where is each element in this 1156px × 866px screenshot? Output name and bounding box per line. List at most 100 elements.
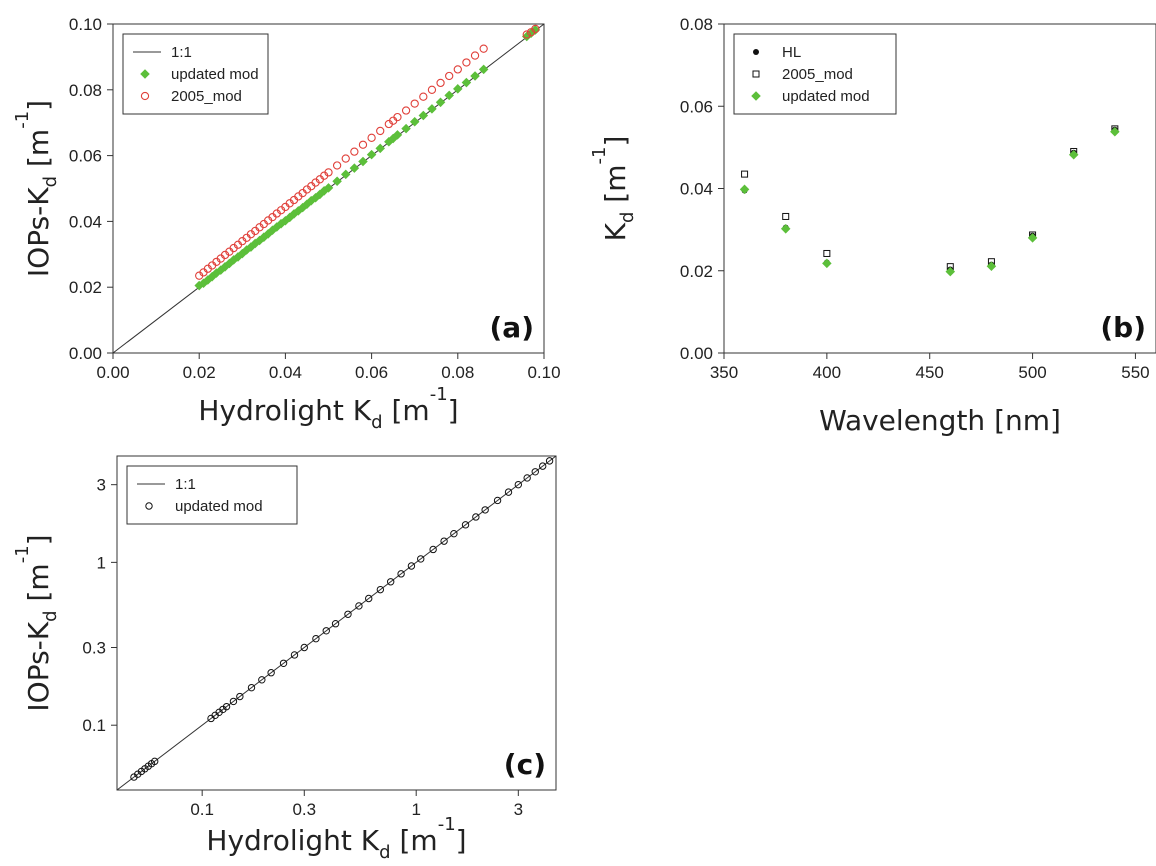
data-point [822, 258, 832, 269]
legend-swatch [753, 49, 759, 55]
legend-swatch [751, 91, 761, 101]
panel-label: (a) [490, 311, 535, 344]
y-tick-label: 1 [97, 553, 106, 572]
data-point [358, 140, 368, 149]
x-axis-title-main: Hydrolight K [206, 824, 379, 857]
legend-swatch [145, 502, 153, 510]
y-tick-label: 0.00 [69, 344, 102, 363]
data-point [1027, 233, 1038, 243]
legend-label: updated mod [782, 88, 870, 105]
data-point [401, 123, 411, 134]
y-axis-title-sup: -1 [589, 147, 610, 165]
x-axis-title-sup: -1 [438, 814, 456, 835]
data-point [531, 468, 539, 476]
y-axis-title-main: K [599, 222, 632, 241]
data-point [945, 266, 956, 277]
x-axis-title-main: Wavelength [nm] [819, 404, 1061, 437]
data-point [493, 496, 502, 505]
data-point [222, 702, 231, 711]
x-axis-title-sub: d [371, 412, 382, 433]
x-axis-title-sup: -1 [430, 384, 448, 405]
data-point [531, 24, 540, 34]
data-point [355, 602, 363, 610]
data-point [780, 224, 791, 234]
x-tick-label: 550 [1121, 363, 1149, 382]
data-point [236, 692, 244, 701]
series-updated-mod [130, 457, 554, 781]
data-point [481, 506, 489, 514]
x-tick-label: 400 [813, 363, 841, 382]
data-point [823, 249, 831, 257]
y-axis-title-unit-open: [m [22, 563, 55, 610]
legend-label: 2005_mod [171, 88, 242, 105]
data-point [461, 521, 470, 529]
data-point [470, 71, 480, 81]
y-axis-title: Kd [m-1] [589, 136, 638, 242]
y-tick-label: 0.3 [82, 639, 106, 658]
data-point [419, 92, 428, 101]
x-axis-title: Hydrolight Kd [m-1] [198, 384, 458, 433]
legend-swatch [140, 69, 150, 79]
x-tick-label: 0.3 [292, 800, 316, 819]
y-axis-title-unit-close: ] [599, 136, 632, 147]
data-point [435, 97, 446, 108]
data-point [427, 85, 437, 94]
y-axis-title-sub: d [40, 610, 61, 621]
x-axis-title-main: Hydrolight K [198, 394, 371, 427]
series-hl [741, 126, 1118, 273]
data-point [462, 58, 471, 67]
data-point [376, 585, 385, 594]
legend-box [126, 465, 298, 525]
data-point [453, 84, 463, 94]
data-point [504, 488, 513, 496]
data-point [739, 184, 750, 195]
data-point [392, 130, 403, 140]
data-point [782, 212, 790, 220]
legend-label: HL [782, 44, 801, 61]
data-point [450, 529, 458, 538]
legend-label: 2005_mod [782, 66, 853, 83]
data-point [386, 578, 395, 586]
y-axis-title-unit-open: [m [22, 129, 55, 176]
panel-label: (b) [1100, 311, 1146, 344]
x-tick-label: 0.08 [441, 363, 474, 382]
x-axis-title: Hydrolight Kd [m-1] [206, 814, 466, 863]
data-point [409, 116, 420, 127]
legend-box [733, 33, 897, 115]
y-axis-title-unit-close: ] [22, 100, 55, 111]
legend-label: 1:1 [171, 44, 192, 61]
data-point [1068, 150, 1079, 160]
x-tick-label: 1 [411, 800, 420, 819]
data-point [741, 170, 749, 178]
data-point [358, 156, 368, 167]
data-point [986, 261, 997, 271]
data-point [366, 149, 377, 160]
data-point [340, 169, 351, 180]
legend-swatch [140, 91, 150, 101]
data-point [444, 90, 454, 101]
x-tick-label: 3 [514, 800, 523, 819]
data-point [376, 126, 385, 136]
data-point [393, 112, 402, 122]
data-point [367, 133, 376, 142]
legend-swatch [752, 70, 760, 78]
data-point [344, 610, 352, 618]
data-point [258, 676, 266, 684]
data-point [375, 143, 385, 154]
data-point [322, 627, 330, 635]
chart-panel-2: 350 400 450 500 550 0.00 0.02 0.04 0.06 0.08 HL 200… [589, 15, 1156, 437]
data-point [445, 71, 454, 81]
data-point [300, 643, 308, 652]
data-point [538, 462, 547, 470]
series-updated-mod [194, 25, 541, 291]
data-point [514, 480, 523, 489]
data-point [332, 161, 342, 170]
data-point [312, 634, 320, 643]
y-tick-label: 0.02 [69, 278, 102, 297]
y-axis-title: IOPs-Kd [m-1] [12, 100, 61, 277]
data-point [407, 562, 416, 570]
data-point [323, 183, 334, 193]
y-tick-label: 0.04 [69, 212, 102, 231]
x-tick-label: 0.1 [190, 800, 214, 819]
panel-label: (c) [504, 748, 546, 781]
